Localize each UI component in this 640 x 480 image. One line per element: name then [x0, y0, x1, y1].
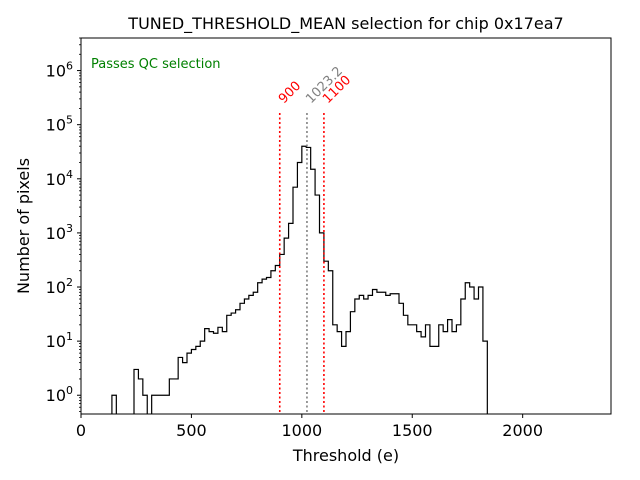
y-tick-label: 102: [46, 276, 73, 297]
y-tick-label: 105: [46, 114, 73, 135]
y-axis-ticks: 100 101 102 103 104 105 106: [46, 37, 81, 412]
x-tick-label: 2000: [502, 421, 543, 440]
x-tick-label: 500: [176, 421, 207, 440]
x-tick-label: 1500: [392, 421, 433, 440]
x-axis-ticks: 0 500 1000 1500 2000: [76, 414, 543, 440]
y-axis-label: Number of pixels: [14, 158, 33, 294]
x-axis-label: Threshold (e): [292, 446, 399, 465]
y-tick-label: 101: [46, 330, 73, 351]
chart-title: TUNED_THRESHOLD_MEAN selection for chip …: [127, 14, 563, 34]
y-tick-label: 100: [46, 384, 73, 405]
y-tick-label: 104: [46, 168, 73, 189]
histogram-outline: [111, 145, 488, 414]
qc-annotation: Passes QC selection: [91, 57, 221, 72]
x-tick-label: 0: [76, 421, 86, 440]
x-tick-label: 1000: [281, 421, 322, 440]
y-tick-label: 103: [46, 222, 73, 243]
axes-frame: [80, 37, 612, 415]
y-tick-label: 106: [46, 60, 73, 81]
